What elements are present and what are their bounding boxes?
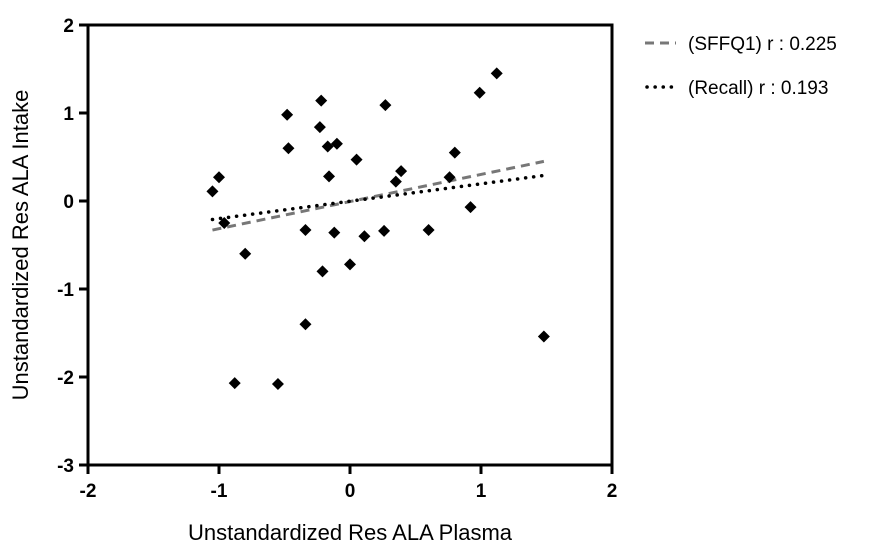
x-tick-label: 1 [476, 481, 487, 502]
data-point [422, 224, 435, 237]
data-point [395, 165, 408, 178]
data-point [299, 224, 312, 237]
data-points [206, 67, 550, 391]
data-point [321, 140, 334, 153]
y-tick-label: 2 [63, 16, 74, 37]
legend: (SFFQ1) r : 0.225 (Recall) r : 0.193 [645, 34, 837, 99]
y-tick-label: 0 [63, 192, 74, 213]
data-point [344, 258, 356, 271]
data-point [239, 247, 252, 260]
trend-lines [210, 159, 546, 232]
data-point [448, 146, 461, 159]
data-point [316, 265, 329, 278]
data-point [299, 318, 312, 331]
x-tick-label: -2 [80, 481, 97, 502]
plot-frame [86, 23, 614, 467]
axis-ticks: -2 -1 0 1 2 -3 -2 -1 0 1 2 [57, 16, 617, 502]
data-point [271, 378, 284, 391]
legend-label-sffq1: (SFFQ1) r : 0.225 [688, 34, 837, 55]
data-point [328, 226, 341, 239]
data-point [315, 94, 328, 107]
trend-line-0 [212, 159, 545, 232]
data-point [330, 137, 343, 150]
data-point [313, 121, 326, 134]
x-tick-label: 2 [607, 481, 618, 502]
x-tick-label: 0 [345, 481, 356, 502]
data-point [443, 171, 456, 184]
data-point [218, 217, 231, 229]
data-point [537, 330, 550, 343]
data-point [379, 99, 392, 112]
data-point [281, 108, 294, 121]
data-point [378, 224, 391, 237]
data-point [490, 67, 503, 80]
y-tick-label: -1 [57, 280, 74, 301]
data-point [213, 171, 225, 184]
y-tick-label: -3 [57, 456, 74, 477]
y-axis-title: Unstandardized Res ALA Intake [8, 90, 33, 401]
x-tick-label: -1 [211, 481, 228, 502]
data-point [358, 230, 371, 243]
data-point [464, 201, 477, 214]
data-point [389, 175, 402, 188]
x-axis-title: Unstandardized Res ALA Plasma [188, 520, 513, 545]
legend-label-recall: (Recall) r : 0.193 [688, 78, 828, 99]
y-tick-label: 1 [63, 104, 74, 125]
data-point [228, 377, 241, 390]
data-point [282, 142, 295, 155]
y-tick-label: -2 [57, 368, 74, 389]
trend-line-1 [210, 173, 546, 222]
data-point [473, 86, 486, 99]
data-point [206, 185, 219, 198]
data-point [323, 170, 336, 183]
data-point [350, 153, 363, 166]
